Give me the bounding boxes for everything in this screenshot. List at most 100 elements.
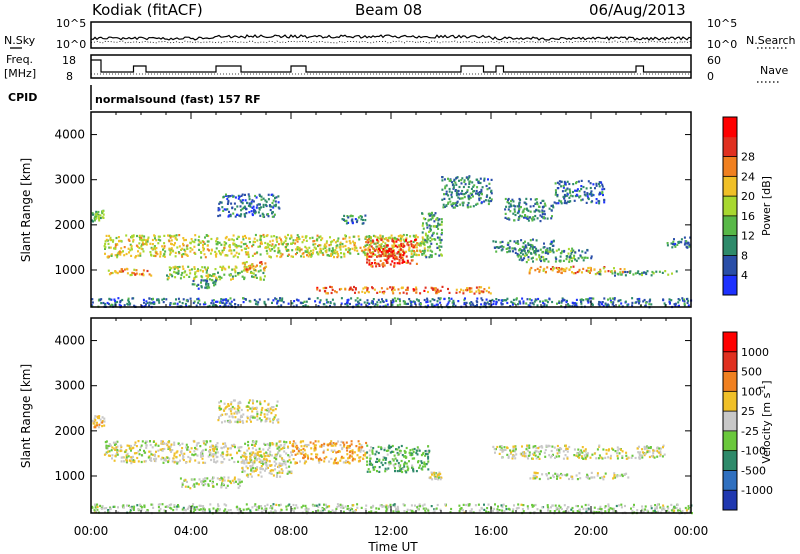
data-cell	[203, 508, 206, 511]
data-cell	[549, 476, 552, 479]
data-cell	[169, 234, 172, 237]
data-cell	[554, 504, 557, 507]
data-cell	[304, 460, 306, 463]
data-cell	[149, 302, 152, 305]
data-cell	[613, 270, 616, 273]
data-cell	[402, 291, 405, 294]
data-cell	[366, 456, 369, 459]
data-cell	[202, 478, 205, 481]
data-cell	[119, 448, 122, 451]
data-cell	[455, 192, 458, 195]
data-cell	[383, 254, 386, 257]
data-cell	[222, 209, 225, 212]
data-cell	[259, 242, 262, 245]
data-cell	[192, 484, 195, 487]
data-cell	[295, 461, 298, 464]
data-cell	[248, 211, 251, 214]
data-cell	[162, 254, 165, 258]
data-cell	[535, 446, 538, 450]
data-cell	[683, 300, 686, 303]
data-cell	[586, 192, 589, 195]
data-cell	[391, 450, 393, 453]
data-cell	[205, 274, 208, 277]
data-cell	[668, 298, 671, 301]
data-cell	[404, 469, 407, 473]
data-cell	[320, 238, 323, 242]
data-cell	[259, 269, 262, 272]
data-cell	[401, 254, 403, 257]
data-cell	[220, 485, 223, 488]
data-cell	[621, 270, 624, 273]
data-cell	[153, 234, 156, 237]
data-cell	[443, 205, 446, 208]
data-cell	[483, 288, 486, 291]
data-cell	[219, 252, 221, 255]
data-cell	[501, 240, 504, 243]
data-cell	[432, 288, 435, 291]
data-cell	[610, 301, 613, 304]
data-cell	[107, 445, 110, 448]
data-cell	[215, 276, 218, 279]
data-cell	[526, 445, 529, 448]
data-cell	[425, 452, 427, 456]
data-cell	[455, 194, 458, 197]
data-cell	[232, 234, 235, 237]
data-cell	[148, 450, 151, 453]
data-cell	[376, 245, 379, 248]
data-cell	[527, 242, 530, 245]
data-cell	[261, 212, 264, 215]
data-cell	[676, 243, 679, 246]
data-cell	[521, 445, 523, 448]
data-cell	[221, 451, 224, 454]
data-cell	[354, 509, 357, 512]
data-cell	[280, 468, 283, 471]
data-cell	[289, 440, 291, 444]
data-cell	[151, 453, 154, 456]
data-cell	[436, 236, 439, 239]
data-cell	[118, 239, 121, 242]
data-cell	[324, 286, 326, 290]
data-cell	[286, 254, 289, 257]
data-cell	[321, 237, 324, 240]
data-cell	[245, 266, 248, 269]
data-cell	[216, 300, 219, 303]
data-cell	[555, 249, 558, 252]
data-cell	[176, 462, 179, 465]
data-cell	[560, 202, 563, 205]
data-cell	[218, 202, 221, 205]
data-cell	[305, 444, 308, 447]
data-cell	[539, 214, 542, 217]
data-cell	[463, 179, 466, 182]
data-cell	[251, 506, 254, 509]
data-cell	[283, 440, 286, 443]
data-cell	[267, 443, 270, 447]
data-cell	[555, 202, 558, 205]
data-cell	[624, 504, 626, 508]
data-cell	[365, 241, 368, 244]
data-cell	[431, 234, 434, 237]
data-cell	[580, 449, 583, 452]
data-cell	[425, 222, 428, 225]
data-cell	[343, 445, 345, 448]
data-cell	[514, 248, 517, 251]
data-cell	[556, 187, 559, 190]
data-cell	[468, 175, 471, 178]
data-cell	[547, 260, 550, 263]
data-cell	[328, 247, 331, 250]
data-cell	[644, 271, 647, 275]
data-cell	[599, 301, 602, 304]
data-cell	[383, 449, 386, 452]
data-cell	[579, 254, 582, 257]
data-cell	[204, 256, 207, 259]
data-cell	[351, 452, 354, 455]
data-cell	[401, 470, 404, 474]
data-cell	[658, 447, 661, 450]
data-cell	[511, 198, 514, 201]
data-cell	[241, 193, 244, 196]
data-cell	[538, 256, 541, 259]
data-cell	[513, 208, 516, 211]
data-cell	[258, 460, 261, 464]
data-cell	[130, 236, 133, 239]
data-cell	[557, 202, 560, 205]
data-cell	[346, 445, 349, 448]
